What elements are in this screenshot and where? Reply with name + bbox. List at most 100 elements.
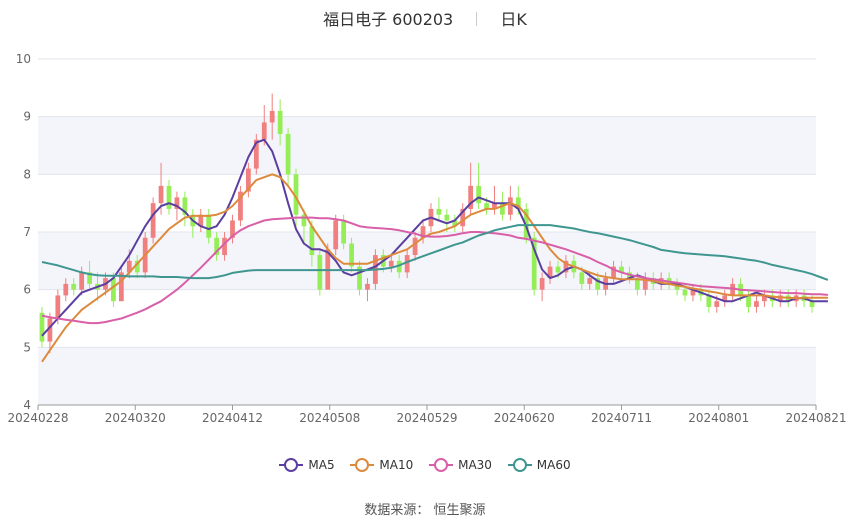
candle-body: [166, 185, 172, 209]
legend-item-ma10[interactable]: MA10: [350, 458, 413, 472]
candle-body: [531, 237, 537, 290]
grid-band: [38, 116, 816, 175]
ma10-legend-icon: [350, 458, 375, 472]
candle-body: [507, 197, 513, 215]
candle-body: [674, 283, 680, 290]
x-tick-label: 20240508: [299, 411, 360, 425]
candle-body: [63, 283, 69, 296]
candle-body: [746, 295, 751, 307]
legend-label-ma30: MA30: [458, 458, 492, 472]
candle-body: [245, 168, 251, 192]
candle-body: [198, 214, 204, 227]
candle-body: [341, 220, 347, 244]
candle-body: [277, 110, 283, 134]
title-separator: [476, 12, 478, 26]
series-line-ma10: [41, 173, 828, 363]
legend-item-ma60[interactable]: MA60: [507, 458, 571, 472]
candle-body: [214, 237, 220, 256]
candle-body: [39, 312, 45, 342]
candle-body: [468, 185, 474, 209]
x-tick-label: 20240529: [396, 411, 457, 425]
candle-body: [777, 295, 783, 302]
candle-body: [269, 110, 275, 123]
candle-body: [563, 260, 569, 273]
candle-body: [293, 174, 299, 215]
candle-body: [301, 214, 307, 227]
candle-body: [111, 278, 116, 302]
candle-body: [118, 272, 124, 302]
candle-body: [47, 318, 53, 342]
x-tick-label: 20240821: [785, 411, 846, 425]
candle-body: [150, 203, 156, 238]
candle-body: [206, 214, 212, 238]
candle-body: [611, 266, 616, 279]
legend-item-ma30[interactable]: MA30: [429, 458, 492, 472]
data-source: 数据来源： 恒生聚源: [364, 503, 486, 518]
candle-body: [515, 197, 521, 209]
candle-body: [71, 283, 77, 290]
candle-body: [134, 260, 140, 273]
x-tick-label: 20240711: [591, 411, 652, 425]
candle-body: [706, 295, 712, 307]
candle-body: [587, 278, 593, 284]
candle-body: [634, 278, 640, 290]
candle-body: [79, 272, 85, 290]
candle-body: [126, 260, 132, 273]
candle-body: [809, 301, 815, 307]
y-tick-label: 7: [23, 225, 31, 239]
candle-body: [174, 197, 180, 209]
stock-name: 福日电子 600203: [323, 10, 454, 29]
y-tick-label: 5: [23, 340, 31, 354]
grid-band: [38, 347, 816, 405]
candle-body: [476, 185, 481, 204]
legend-label-ma10: MA10: [379, 458, 414, 472]
candle-body: [642, 278, 648, 290]
candle-body: [460, 208, 466, 227]
candle-body: [436, 208, 442, 215]
candle-body: [309, 226, 315, 256]
candle-body: [238, 191, 243, 221]
candle-body: [762, 295, 767, 302]
series-line-ma30: [41, 216, 828, 325]
y-tick-label: 8: [23, 167, 31, 181]
candle-body: [539, 278, 545, 290]
series-line-ma60: [41, 224, 829, 281]
candle-body: [357, 266, 362, 290]
y-tick-label: 6: [23, 283, 31, 297]
candle-body: [444, 214, 450, 221]
x-tick-label: 20240320: [105, 411, 166, 425]
candle-body: [222, 237, 227, 256]
ma5-legend-icon: [279, 458, 304, 472]
candle-body: [158, 185, 164, 204]
series-line-ma5: [41, 138, 828, 337]
candle-body: [285, 133, 291, 175]
candle-body: [682, 289, 688, 296]
candle-body: [492, 203, 497, 209]
ma30-legend-icon: [429, 458, 454, 472]
candle-body: [595, 278, 601, 290]
x-tick-label: 20240228: [7, 411, 68, 425]
x-tick-label: 20240620: [494, 411, 555, 425]
candle-body: [523, 208, 529, 238]
x-tick-label: 20240801: [688, 411, 749, 425]
candle-body: [253, 139, 259, 169]
ma60-legend-icon: [507, 458, 532, 472]
candle-body: [730, 283, 736, 296]
legend-label-ma5: MA5: [308, 458, 335, 472]
candle-body: [404, 255, 410, 273]
candle-body: [484, 203, 489, 209]
candle-body: [722, 295, 728, 302]
candle-body: [690, 289, 696, 296]
candle-body: [349, 243, 354, 267]
candle-body: [714, 301, 720, 307]
candle-body: [182, 197, 188, 215]
candle-body: [317, 255, 323, 290]
candle-body: [55, 295, 61, 319]
chart-title: 福日电子 600203 日K: [0, 6, 850, 29]
legend-item-ma5[interactable]: MA5: [279, 458, 335, 472]
legend-label-ma60: MA60: [536, 458, 571, 472]
candle-body: [261, 122, 267, 140]
candle-body: [452, 220, 458, 227]
y-tick-label: 10: [16, 52, 31, 66]
y-tick-label: 9: [23, 110, 31, 124]
